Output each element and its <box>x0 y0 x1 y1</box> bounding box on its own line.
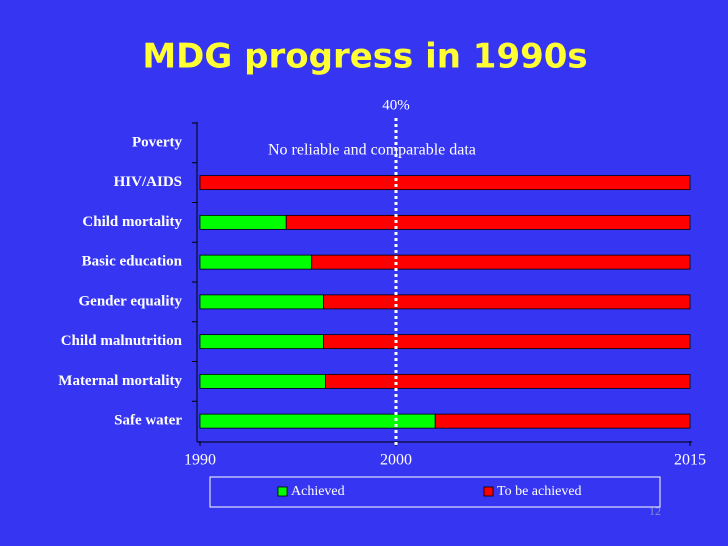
legend-box <box>209 476 661 508</box>
slide-title: MDG progress in 1990s <box>142 37 587 77</box>
legend-label: To be achieved <box>497 484 582 499</box>
category-label: Maternal mortality <box>58 373 182 389</box>
bar-segment <box>199 373 326 389</box>
category-label: Safe water <box>114 413 182 429</box>
category-label: Poverty <box>132 134 182 150</box>
bar-segment <box>199 254 313 270</box>
category-label: Gender equality <box>79 293 183 309</box>
bar-segment <box>285 214 691 230</box>
category-label: Basic education <box>82 254 183 270</box>
legend-swatch <box>277 486 288 497</box>
legend-swatch <box>483 486 494 497</box>
bar-segment <box>311 254 691 270</box>
bar-segment <box>199 175 691 191</box>
reference-label: 40% <box>382 97 410 113</box>
x-tick-label: 2015 <box>674 452 706 469</box>
bar-segment <box>325 373 691 389</box>
bar-segment <box>199 294 324 310</box>
page-number: 12 <box>649 504 661 518</box>
category-label: Child malnutrition <box>61 333 183 349</box>
bar-segment <box>323 294 691 310</box>
bar-segment <box>323 334 691 350</box>
bar-segment <box>199 413 436 429</box>
category-label: Child mortality <box>82 214 182 230</box>
x-tick-label: 1990 <box>184 452 216 469</box>
bar-segment <box>434 413 691 429</box>
x-tick-label: 2000 <box>380 452 412 469</box>
annotation: No reliable and comparable data <box>268 142 476 159</box>
category-label: HIV/AIDS <box>114 174 182 190</box>
bar-segment <box>199 334 324 350</box>
legend-label: Achieved <box>291 484 345 499</box>
bar-segment <box>199 214 287 230</box>
